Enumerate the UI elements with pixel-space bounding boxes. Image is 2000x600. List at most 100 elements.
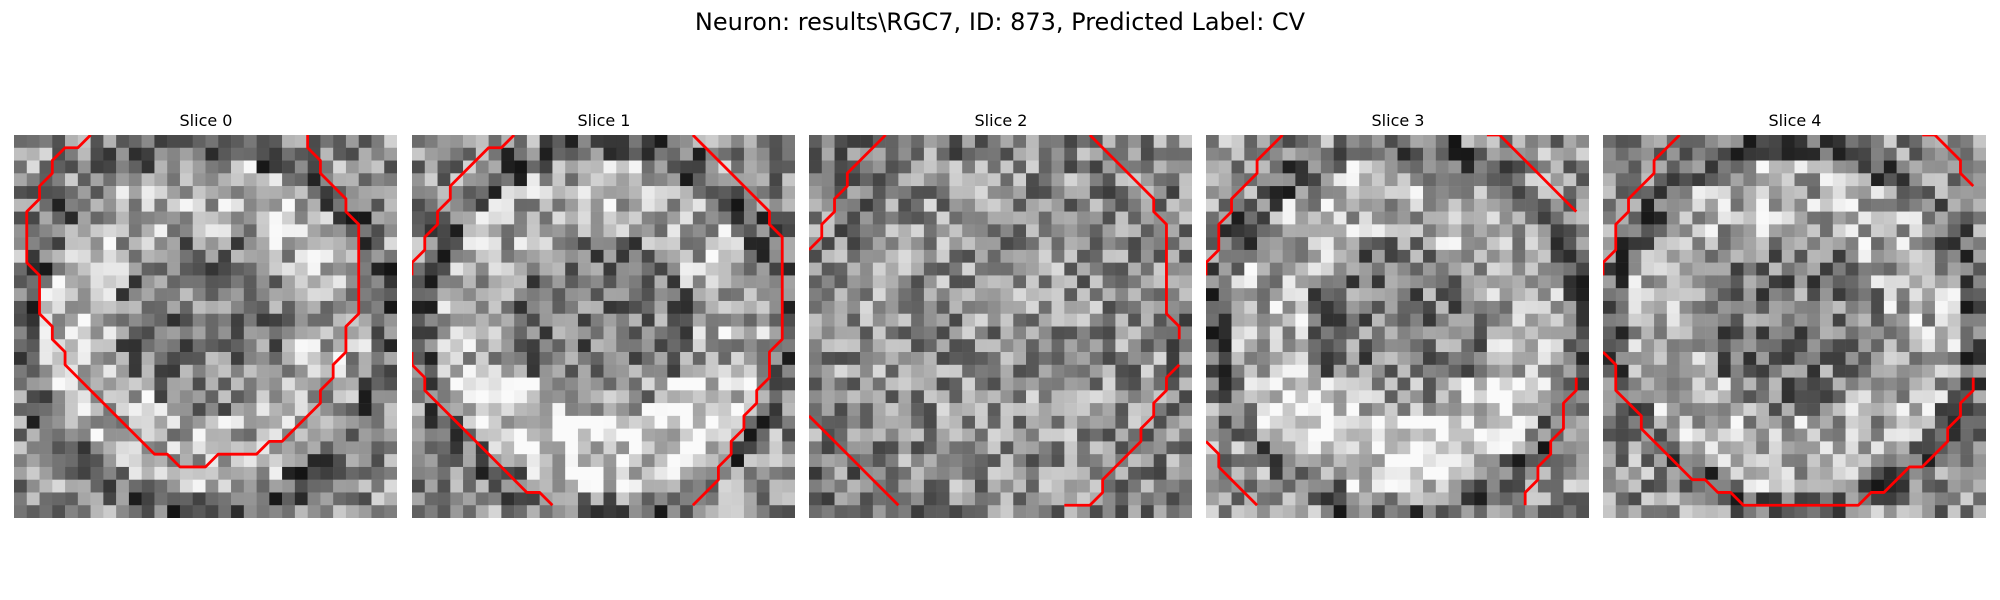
image-pixel (371, 466, 385, 480)
image-pixel (90, 479, 104, 493)
image-pixel (680, 505, 694, 518)
image-pixel (1705, 454, 1719, 468)
image-pixel (282, 415, 296, 429)
image-pixel (1166, 198, 1180, 212)
image-pixel (1102, 454, 1116, 468)
image-pixel (424, 237, 438, 251)
image-pixel (1051, 211, 1065, 225)
image-pixel (218, 492, 232, 506)
image-pixel (949, 390, 963, 404)
image-pixel (256, 211, 270, 225)
image-pixel (1486, 441, 1500, 455)
image-pixel (616, 505, 630, 518)
image-pixel (526, 186, 540, 200)
image-pixel (1410, 377, 1424, 391)
image-pixel (1244, 339, 1258, 353)
image-pixel (269, 313, 283, 327)
image-pixel (1308, 211, 1322, 225)
image-pixel (1909, 198, 1923, 212)
image-pixel (1512, 237, 1526, 251)
image-pixel (641, 479, 655, 493)
image-pixel (936, 492, 950, 506)
image-pixel (667, 326, 681, 340)
image-pixel (1448, 415, 1462, 429)
image-pixel (1820, 275, 1834, 289)
image-pixel (1269, 186, 1283, 200)
image-pixel (680, 173, 694, 187)
image-pixel (90, 377, 104, 391)
image-pixel (450, 377, 464, 391)
image-pixel (949, 211, 963, 225)
image-pixel (1871, 441, 1885, 455)
image-pixel (501, 505, 515, 518)
image-pixel (218, 198, 232, 212)
image-pixel (1512, 211, 1526, 225)
image-pixel (1909, 237, 1923, 251)
image-pixel (705, 173, 719, 187)
image-pixel (1051, 288, 1065, 302)
image-pixel (269, 186, 283, 200)
image-pixel (128, 339, 142, 353)
image-pixel (1486, 300, 1500, 314)
image-pixel (590, 326, 604, 340)
image-pixel (834, 479, 848, 493)
image-pixel (1576, 135, 1589, 149)
image-pixel (1717, 224, 1731, 238)
image-pixel (898, 377, 912, 391)
image-pixel (731, 492, 745, 506)
image-pixel (1051, 173, 1065, 187)
image-pixel (1871, 505, 1885, 518)
image-pixel (358, 505, 372, 518)
image-pixel (412, 300, 426, 314)
image-pixel (526, 364, 540, 378)
image-pixel (1947, 249, 1961, 263)
image-pixel (179, 326, 193, 340)
image-pixel (1960, 466, 1974, 480)
image-pixel (437, 173, 451, 187)
image-pixel (384, 339, 397, 353)
image-pixel (192, 135, 206, 149)
image-pixel (1807, 262, 1821, 276)
image-pixel (358, 415, 372, 429)
image-pixel (885, 479, 899, 493)
image-pixel (1871, 288, 1885, 302)
image-pixel (1013, 326, 1027, 340)
image-pixel (1166, 224, 1180, 238)
image-pixel (384, 288, 397, 302)
image-pixel (141, 415, 155, 429)
image-pixel (743, 428, 757, 442)
image-pixel (1730, 339, 1744, 353)
image-pixel (821, 186, 835, 200)
image-pixel (1257, 326, 1271, 340)
image-pixel (1845, 441, 1859, 455)
image-pixel (731, 147, 745, 161)
image-pixel (782, 352, 795, 366)
image-pixel (1563, 505, 1577, 518)
slice-panel-0: Slice 0 (14, 108, 398, 518)
image-pixel (437, 339, 451, 353)
image-pixel (1410, 364, 1424, 378)
image-pixel (731, 326, 745, 340)
image-pixel (39, 403, 53, 417)
image-pixel (514, 505, 528, 518)
image-pixel (552, 249, 566, 263)
image-pixel (1244, 160, 1258, 174)
image-pixel (488, 198, 502, 212)
image-pixel (1359, 428, 1373, 442)
image-pixel (692, 390, 706, 404)
image-pixel (1641, 237, 1655, 251)
image-pixel (358, 390, 372, 404)
image-pixel (437, 505, 451, 518)
image-pixel (1410, 135, 1424, 149)
image-pixel (1359, 237, 1373, 251)
image-pixel (1973, 364, 1986, 378)
image-pixel (475, 454, 489, 468)
image-pixel (371, 288, 385, 302)
image-pixel (1679, 415, 1693, 429)
image-pixel (1423, 262, 1437, 276)
image-pixel (384, 415, 397, 429)
image-pixel (1384, 364, 1398, 378)
image-pixel (1563, 135, 1577, 149)
image-pixel (167, 275, 181, 289)
image-pixel (1499, 173, 1513, 187)
